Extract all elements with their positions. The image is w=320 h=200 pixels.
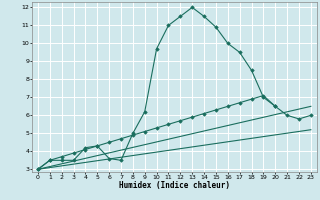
- X-axis label: Humidex (Indice chaleur): Humidex (Indice chaleur): [119, 181, 230, 190]
